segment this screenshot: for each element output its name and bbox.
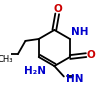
Text: O: O — [86, 50, 95, 60]
Text: HN: HN — [66, 74, 83, 84]
Text: CH₃: CH₃ — [0, 55, 13, 64]
Text: O: O — [54, 4, 63, 14]
Text: H₂N: H₂N — [24, 66, 46, 76]
Text: NH: NH — [71, 27, 88, 37]
